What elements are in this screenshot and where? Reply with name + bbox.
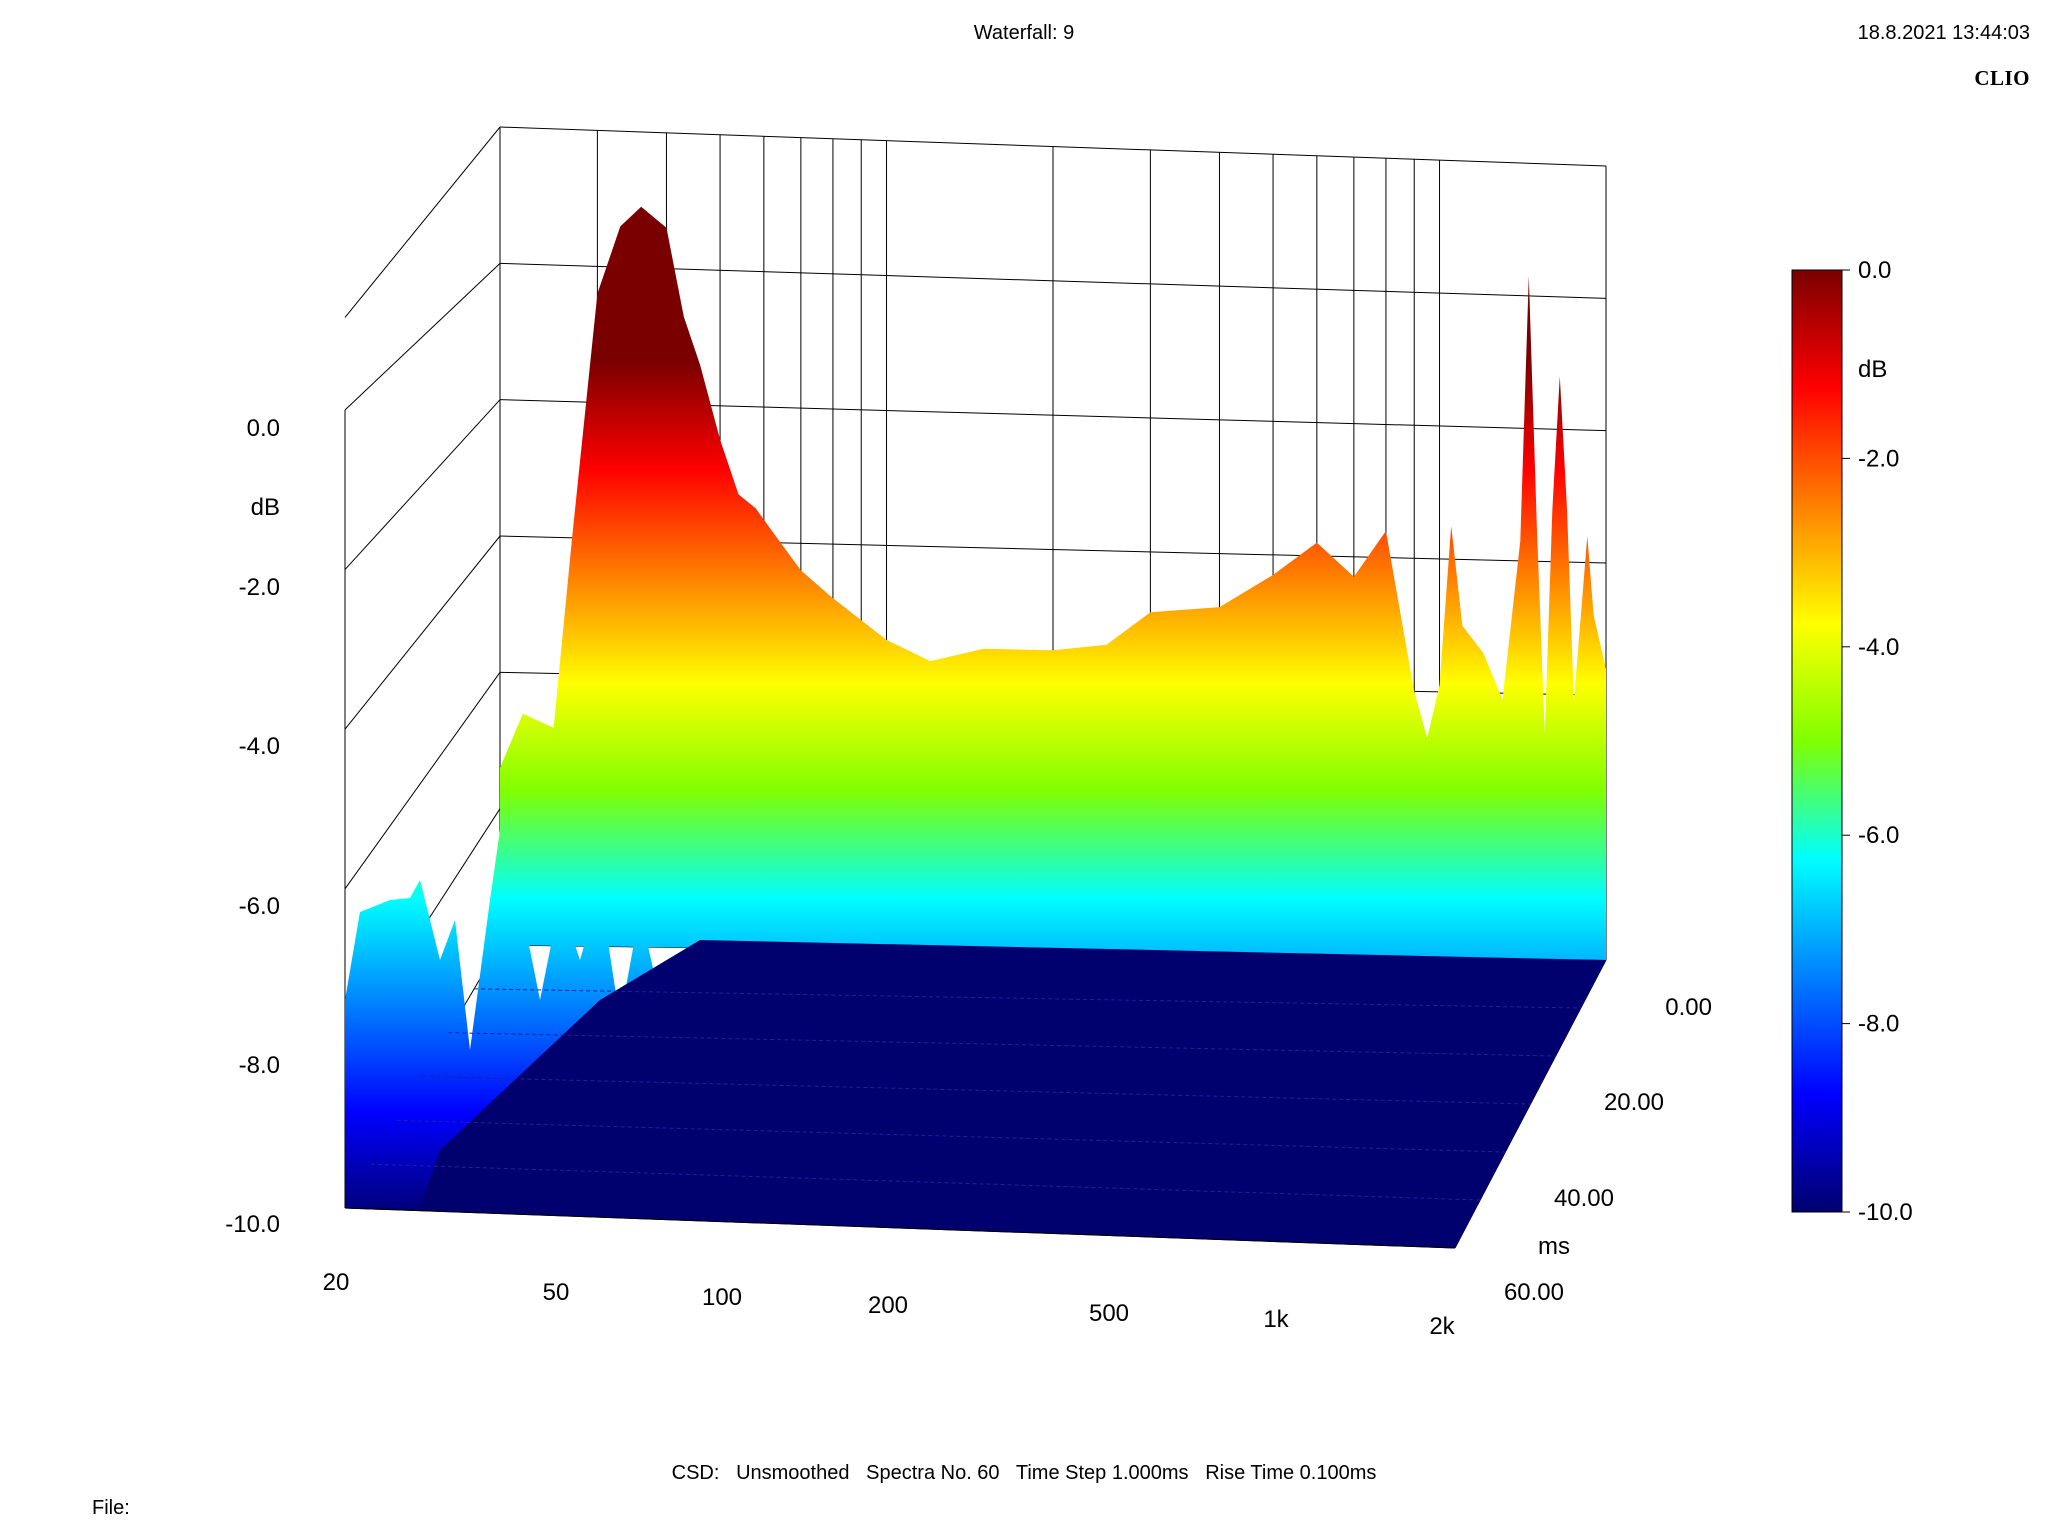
brand-logo: CLIO <box>1974 66 2030 90</box>
grid-line-side <box>344 126 501 318</box>
floor-grid-line <box>422 1076 1531 1105</box>
colorbar-tick-label: 0.0 <box>1858 257 1891 284</box>
z-tick-label: 20.00 <box>1604 1089 1664 1116</box>
file-label: File: <box>92 1497 130 1519</box>
colorbar-label: dB <box>1858 356 1887 383</box>
x-tick-label: 200 <box>868 1292 908 1319</box>
floor-grid-line <box>448 1032 1556 1057</box>
y-tick-label: -4.0 <box>239 733 280 760</box>
y-tick-label: -8.0 <box>239 1052 280 1079</box>
floor-grid-line <box>474 988 1581 1009</box>
x-tick-label: 1k <box>1263 1306 1289 1333</box>
colorbar-tick-label: -10.0 <box>1858 1199 1913 1226</box>
colorbar-tick-label: -6.0 <box>1858 822 1899 849</box>
spectrum-surface-rear <box>500 206 1606 960</box>
y-tick-label: 0.0 <box>247 415 280 442</box>
grid-line-side <box>344 535 501 730</box>
timestamp: 18.8.2021 13:44:03 <box>1857 22 2030 44</box>
y-axis-label: dB <box>251 494 280 521</box>
floor-grid-line <box>396 1119 1506 1153</box>
y-tick-label: -10.0 <box>225 1211 280 1238</box>
z-tick-label: 40.00 <box>1554 1185 1614 1212</box>
floor-plane <box>345 940 1606 1248</box>
z-tick-label: 0.00 <box>1665 994 1712 1021</box>
x-tick-label: 2k <box>1429 1313 1455 1340</box>
frame-edge-front-bottom-top <box>344 1207 1456 1249</box>
axis-labels: 0.0 -2.0 -4.0 -6.0 -8.0 -10.0 dB 20 50 100 200 500 1… <box>225 415 1712 1340</box>
y-tick-label: -6.0 <box>239 893 280 920</box>
colorbar-tick-label: -4.0 <box>1858 634 1899 661</box>
floor-grid-line <box>370 1163 1481 1201</box>
x-tick-label: 100 <box>702 1284 742 1311</box>
chart-title: Waterfall: 9 <box>973 22 1075 44</box>
z-axis-label: ms <box>1538 1233 1570 1260</box>
grid-line-side <box>344 672 501 890</box>
colorbar-gradient <box>1791 269 1843 1213</box>
z-tick-label: 60.00 <box>1504 1279 1564 1306</box>
chart-floor <box>344 940 1606 1249</box>
grid-line-side <box>344 399 501 570</box>
y-tick-label: -2.0 <box>239 574 280 601</box>
measurement-info: CSD: Unsmoothed Spectra No. 60 Time Step… <box>671 1462 1377 1484</box>
colorbar-tick-label: -2.0 <box>1858 445 1899 472</box>
colorbar: 0.0 -2.0 -4.0 -6.0 -8.0 -10.0 dB <box>1791 257 1913 1226</box>
colorbar-tick-label: -8.0 <box>1858 1011 1899 1038</box>
x-tick-label: 20 <box>323 1269 350 1296</box>
grid-line-side <box>344 262 501 411</box>
x-tick-label: 500 <box>1089 1300 1129 1327</box>
x-tick-label: 50 <box>543 1279 570 1306</box>
